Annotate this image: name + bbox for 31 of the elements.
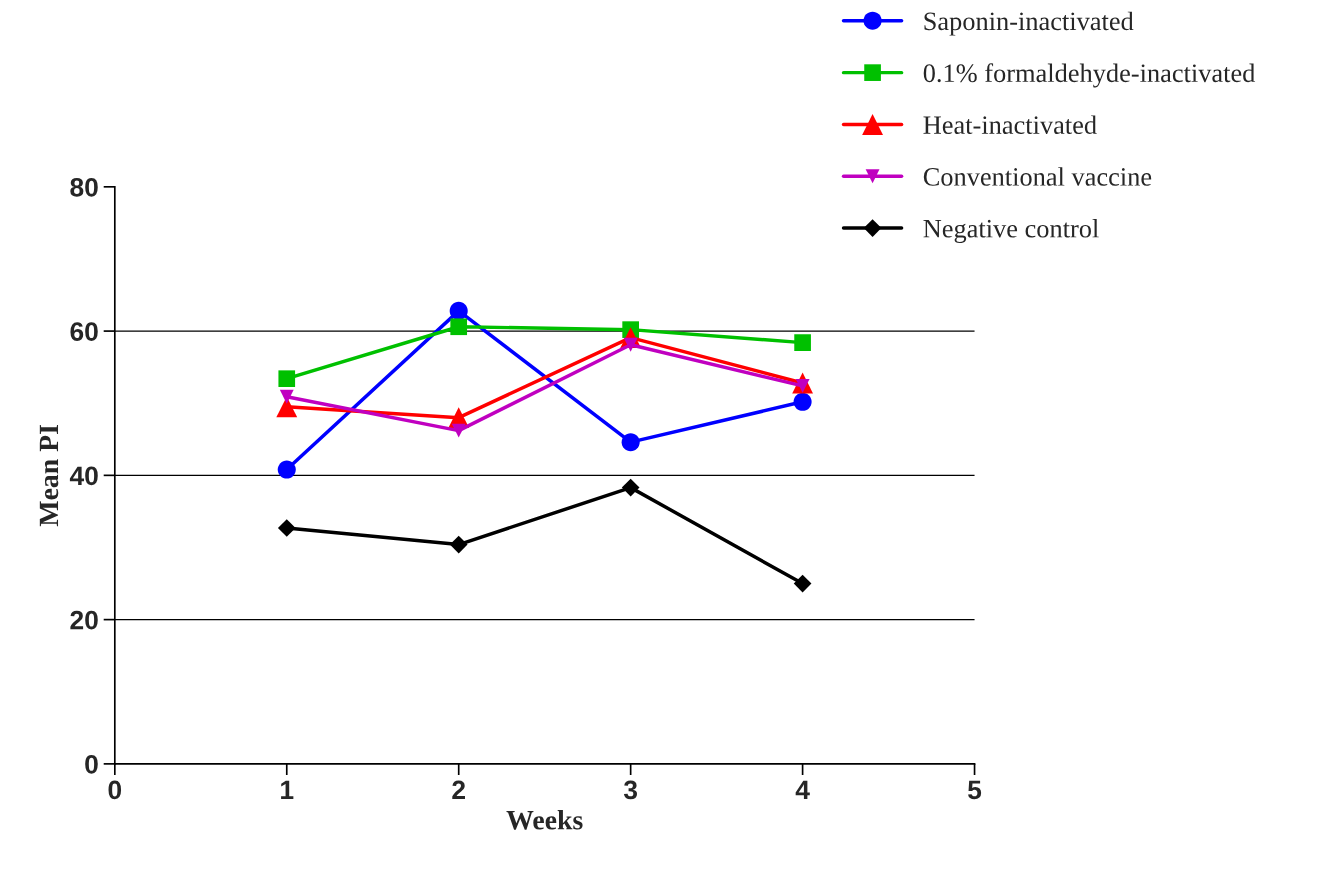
point	[621, 433, 640, 452]
x-tick-label: 4	[795, 780, 810, 799]
point	[449, 535, 468, 554]
x-tick-label: 0	[108, 780, 122, 800]
point	[450, 318, 468, 336]
point	[621, 478, 640, 497]
legend-label: Negative control	[923, 219, 1099, 244]
legend-label: 0.1% formaldehyde-inactivated	[923, 63, 1256, 88]
y-tick-label: 80	[70, 177, 98, 197]
x-axis-title: Weeks	[506, 810, 583, 830]
y-axis-title: Mean PI	[39, 424, 59, 527]
point	[279, 389, 294, 404]
point	[793, 392, 812, 411]
point	[278, 370, 296, 388]
x-tick-label: 1	[281, 780, 294, 799]
point	[277, 460, 296, 479]
legend-label: Heat-inactivated	[923, 115, 1097, 134]
point	[794, 334, 811, 351]
y-tick-label: 20	[70, 610, 98, 630]
y-tick-label: 0	[85, 755, 98, 774]
point	[451, 423, 466, 438]
legend-label: Conventional vaccine	[923, 167, 1152, 186]
x-tick-label: 3	[623, 780, 638, 800]
point	[449, 301, 468, 320]
legend-label: Saponin-inactivated	[924, 11, 1134, 36]
point	[793, 574, 812, 593]
x-tick-label: 2	[452, 780, 465, 799]
y-tick-label: 60	[70, 322, 98, 341]
point	[277, 519, 296, 537]
x-tick-label: 5	[968, 780, 982, 800]
y-tick-label: 40	[69, 466, 98, 486]
